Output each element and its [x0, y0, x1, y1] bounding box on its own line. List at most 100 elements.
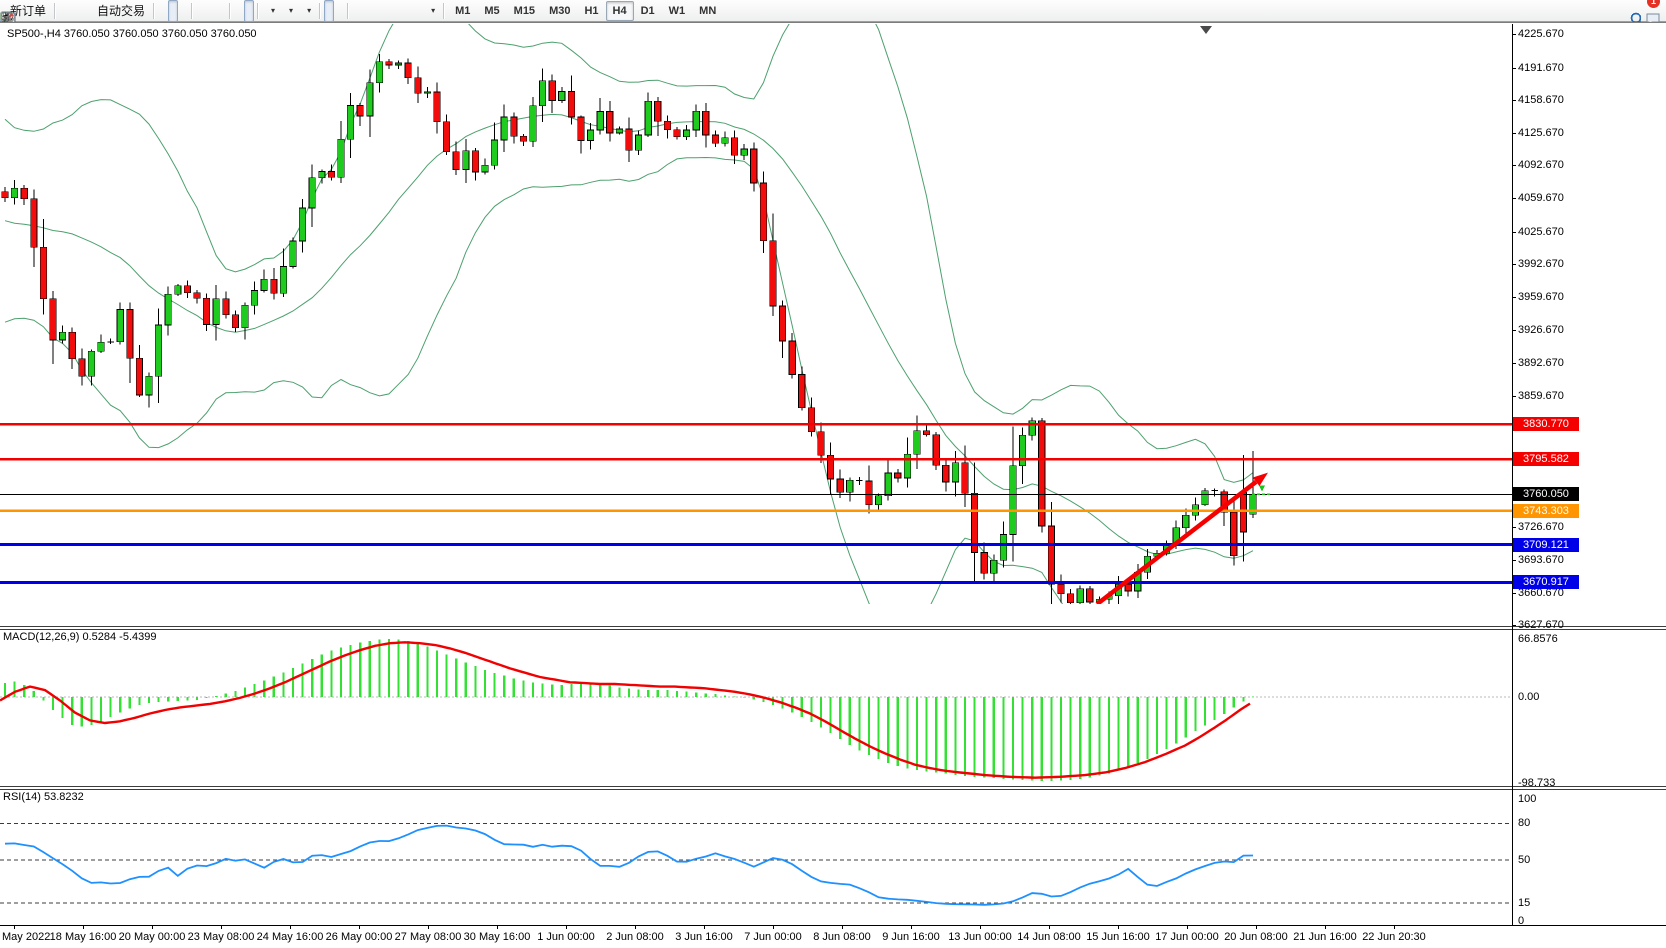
svg-text:A: A [4, 12, 14, 27]
timeframe-m15-button[interactable]: M15 [513, 4, 536, 17]
time-tickmark [83, 925, 84, 929]
time-tickmark [1118, 925, 1119, 929]
price-tick-label: 3627.670 [1518, 619, 1564, 632]
fibonacci-button[interactable]: F [2, 0, 402, 27]
time-tickmark [980, 925, 981, 929]
price-axis-border [1512, 24, 1513, 925]
horizontal-line-button[interactable] [2, 0, 372, 22]
time-axis-label: 20 May 00:00 [118, 931, 186, 943]
macd-rsi-separator[interactable] [0, 786, 1666, 790]
time-tickmark [359, 925, 360, 929]
timeframe-h4-button[interactable]: H4 [605, 0, 634, 21]
candles [1, 54, 1257, 604]
timeframe-w1-button[interactable]: W1 [668, 4, 686, 17]
new-order-button-label: 新订单 [10, 4, 47, 18]
chart-shift-marker[interactable] [1200, 26, 1212, 34]
rsi-axis-label: 100 [1518, 793, 1537, 805]
time-tickmark [1325, 925, 1326, 929]
price-chart-canvas[interactable] [0, 24, 1512, 604]
time-tickmark [14, 925, 15, 929]
support-line-1-price-label: 3709.121 [1513, 537, 1579, 552]
time-tickmark [911, 925, 912, 929]
zoom-out-button[interactable] [2, 0, 216, 26]
rsi-axis-label: 15 [1518, 896, 1531, 909]
cursor-button[interactable] [4, 0, 335, 25]
timeframe-m30-button[interactable]: M30 [549, 4, 571, 17]
time-axis-label: 20 Jun 08:00 [1224, 931, 1288, 943]
bar-chart-button[interactable] [1, 0, 168, 24]
resistance-line-2-price-label: 3795.582 [1513, 452, 1579, 467]
time-axis-label: 14 Jun 08:00 [1017, 931, 1081, 943]
timeframe-mn-button[interactable]: MN [699, 4, 717, 17]
time-tickmark [290, 925, 291, 929]
price-tick-label: 3726.670 [1518, 521, 1564, 534]
price-tickmark [1512, 231, 1516, 233]
zoom-in-button[interactable] [2, 0, 206, 26]
current-price-line-price-label: 3760.050 [1513, 487, 1579, 502]
text-button[interactable]: A [4, 0, 412, 27]
pivot-line-price-label: 3743.303 [1513, 503, 1579, 518]
chart-shift-button[interactable] [1, 0, 255, 24]
price-tick-label: 3992.670 [1518, 258, 1564, 271]
macd-chart-canvas[interactable] [0, 630, 1512, 786]
timeframe-h1-button[interactable]: H1 [584, 4, 599, 17]
periods-button[interactable]: ▾ [1, 0, 298, 26]
time-tickmark [773, 925, 774, 929]
price-tickmark [1512, 329, 1516, 331]
signals-button[interactable] [2, 0, 89, 24]
trendline-button[interactable] [1, 0, 382, 25]
time-axis-label: 21 Jun 16:00 [1293, 931, 1357, 943]
crosshair-button[interactable] [2, 0, 344, 25]
arrows-button[interactable]: ▾ [2, 0, 440, 26]
timeframe-d1-button[interactable]: D1 [640, 4, 655, 17]
tile-windows-button[interactable] [0, 0, 226, 25]
price-tickmark [1512, 198, 1516, 200]
toolbar-separator [257, 2, 260, 19]
time-tickmark [635, 925, 636, 929]
rsi-chart-canvas[interactable] [0, 790, 1512, 924]
rsi-indicator-label: RSI(14) 53.8232 [3, 791, 84, 803]
main-macd-separator[interactable] [0, 626, 1666, 630]
autotrading-button[interactable]: 自动交易 [1, 0, 150, 25]
time-axis-label: 26 May 00:00 [325, 931, 393, 943]
price-tickmark [1512, 592, 1516, 594]
rsi-axis-label: 50 [1518, 854, 1531, 867]
vertical-line-button[interactable] [7, 0, 362, 25]
price-tick-label: 4025.670 [1518, 225, 1564, 238]
bullish-trend-arrow[interactable] [1095, 480, 1258, 604]
rsi-line [4, 824, 1254, 906]
time-axis-label: 13 Jun 00:00 [948, 931, 1012, 943]
timeframe-m5-button[interactable]: M5 [484, 4, 500, 17]
auto-scroll-button[interactable] [1, 0, 244, 25]
time-axis-label: May 2022 [2, 931, 51, 943]
time-axis-label: 15 Jun 16:00 [1086, 931, 1150, 943]
channel-button[interactable]: E [0, 0, 392, 27]
toolbar-separator [443, 2, 446, 19]
chevron-down-icon: ▾ [271, 6, 276, 15]
line-chart-button[interactable] [0, 0, 188, 23]
chevron-down-icon: ▾ [307, 6, 312, 15]
time-axis-label: 30 May 16:00 [463, 931, 531, 943]
main-plot [0, 24, 1512, 604]
time-axis-label: 24 May 16:00 [256, 931, 324, 943]
price-tick-label: 4158.670 [1518, 94, 1564, 107]
timeframe-m1-button[interactable]: M1 [455, 4, 471, 17]
data-window-button[interactable] [0, 0, 79, 23]
price-tickmark [1512, 625, 1516, 627]
text-label-button[interactable]: T [1, 0, 422, 24]
time-axis-label: 27 May 08:00 [394, 931, 462, 943]
price-tickmark [1512, 395, 1516, 397]
search-button[interactable] [1628, 0, 1645, 26]
market-watch-button[interactable] [1, 0, 69, 25]
indicators-button[interactable]: ▾ [0, 0, 280, 26]
chat-button[interactable]: 1 [1644, 0, 1660, 26]
time-tickmark [497, 925, 498, 929]
candlestick-chart-button[interactable] [1, 0, 179, 26]
svg-text:T: T [5, 14, 11, 24]
time-tickmark [152, 925, 153, 929]
price-tick-label: 4092.670 [1518, 159, 1564, 172]
price-tickmark [1512, 527, 1516, 529]
templates-button[interactable]: ▾ [1, 0, 316, 24]
chart-window[interactable]: SP500-,H4 3760.050 3760.050 3760.050 376… [0, 22, 1666, 948]
